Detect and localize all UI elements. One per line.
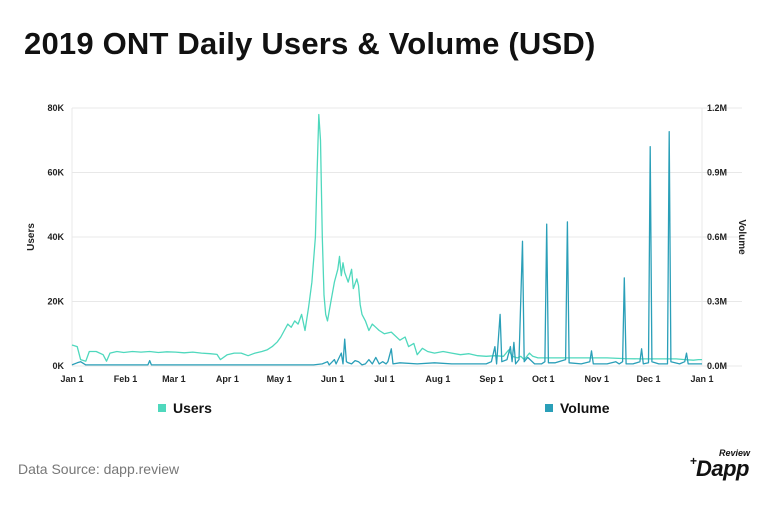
dapp-review-logo: Review + Dapp — [690, 448, 752, 488]
y2-axis-title: Volume — [736, 219, 747, 255]
chart-area: 0K 20K 40K 60K 80K 0.0M 0.3M 0.6M 0.9M 1.2M Jan 1 F… — [26, 103, 747, 384]
y-tick-label: 80K — [47, 103, 64, 113]
y-tick-label: 40K — [47, 232, 64, 242]
y2-tick-label: 1.2M — [707, 103, 727, 113]
series-line-users — [71, 113, 702, 362]
series-lines — [71, 113, 702, 366]
x-tick-label: Jun 1 — [321, 374, 345, 384]
legend-item-users[interactable]: Users — [158, 400, 212, 416]
data-source: Data Source: dapp.review — [18, 461, 180, 477]
axis-tick-labels: 0K 20K 40K 60K 80K 0.0M 0.3M 0.6M 0.9M 1.2M Jan 1 F… — [47, 103, 727, 384]
logo-plus-icon: + — [690, 454, 698, 468]
y-tick-label: 60K — [47, 168, 64, 178]
x-tick-label: Dec 1 — [636, 374, 660, 384]
y2-tick-label: 0.6M — [707, 232, 727, 242]
chart-title: 2019 ONT Daily Users & Volume (USD) — [24, 26, 596, 61]
x-tick-label: Jul 1 — [374, 374, 395, 384]
y2-tick-label: 0.9M — [707, 168, 727, 178]
logo-dapp-text: Dapp — [696, 456, 750, 481]
legend-item-volume[interactable]: Volume — [545, 400, 610, 416]
x-tick-label: Aug 1 — [425, 374, 450, 384]
x-tick-label: Feb 1 — [114, 374, 138, 384]
x-tick-label: Apr 1 — [216, 374, 239, 384]
y-tick-label: 0K — [52, 361, 64, 371]
x-tick-label: Jan 1 — [690, 374, 713, 384]
grid — [71, 107, 742, 367]
legend-swatch-volume — [545, 404, 553, 412]
x-tick-label: Jan 1 — [60, 374, 83, 384]
y-axis-title: Users — [26, 223, 37, 251]
y2-tick-label: 0.0M — [707, 361, 727, 371]
legend-label-volume: Volume — [560, 400, 610, 416]
x-tick-label: Sep 1 — [479, 374, 503, 384]
legend-label-users: Users — [173, 400, 212, 416]
x-tick-label: Oct 1 — [532, 374, 555, 384]
x-tick-label: Mar 1 — [162, 374, 186, 384]
x-tick-label: Nov 1 — [584, 374, 609, 384]
series-line-volume — [71, 131, 702, 366]
y-tick-label: 20K — [47, 297, 64, 307]
legend-swatch-users — [158, 404, 166, 412]
logo-review-text: Review — [718, 448, 750, 458]
x-tick-label: May 1 — [267, 374, 292, 384]
y2-tick-label: 0.3M — [707, 297, 727, 307]
